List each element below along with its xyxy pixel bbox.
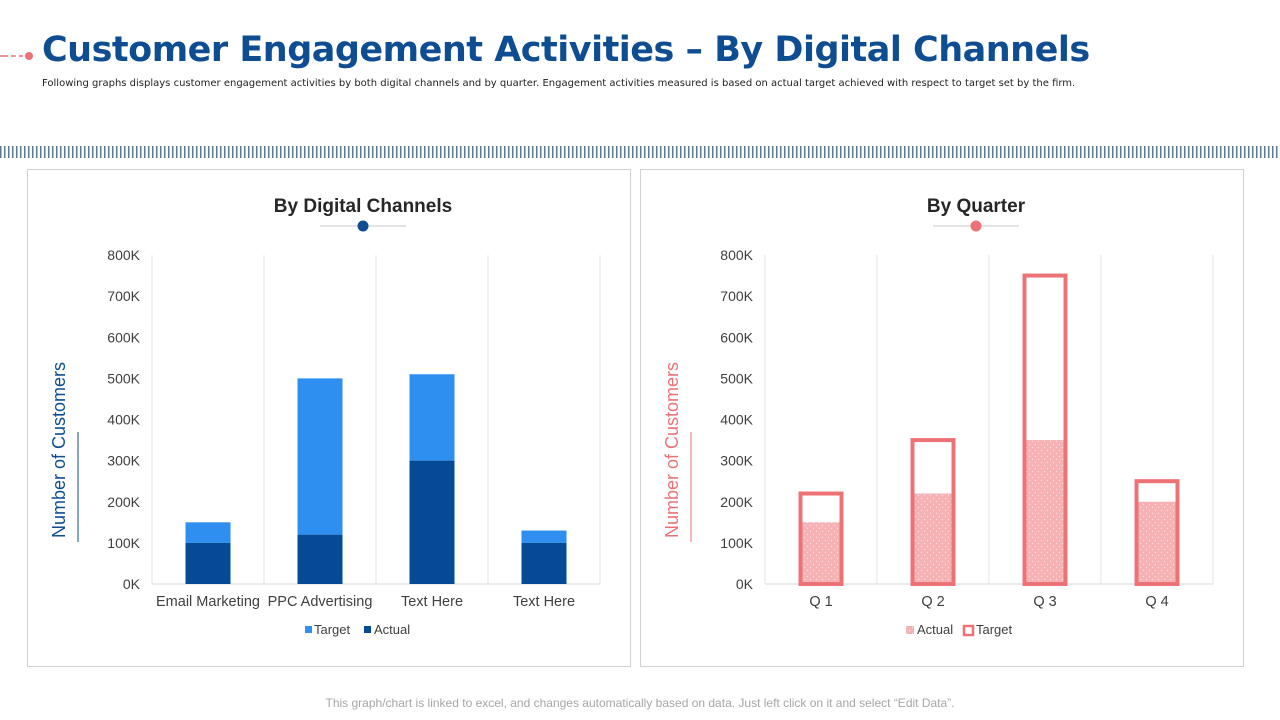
x-tick-label: Q 4 — [1145, 594, 1168, 610]
y-tick-label: 300K — [107, 453, 140, 469]
legend-target-swatch — [305, 626, 312, 633]
y-tick-label: 800K — [720, 247, 753, 263]
legend-actual-swatch — [364, 626, 371, 633]
x-tick-label: Text Here — [401, 594, 463, 610]
legend-target-label: Target — [314, 622, 351, 637]
y-tick-label: 600K — [107, 329, 140, 345]
y-tick-label: 500K — [720, 370, 753, 386]
chart-panel-by-digital-channels[interactable]: By Digital Channels 0K 100K 200K 300K 400K 500… — [27, 169, 631, 667]
bar-actual — [1134, 501, 1180, 584]
legend-actual-label: Actual — [374, 622, 410, 637]
bar-actual — [297, 534, 343, 584]
y-tick-label: 300K — [720, 453, 753, 469]
chart-by-digital-channels: By Digital Channels 0K 100K 200K 300K 400K 500… — [49, 196, 601, 637]
bar-actual — [521, 542, 567, 584]
bar-actual — [910, 493, 956, 584]
legend-actual-swatch — [906, 626, 914, 634]
x-tick-label: PPC Advertising — [268, 594, 373, 610]
y-tick-label: 500K — [107, 370, 140, 386]
y-tick-label: 700K — [720, 288, 753, 304]
decorative-stripe — [0, 146, 1280, 158]
page-subtitle: Following graphs displays customer engag… — [42, 78, 1076, 89]
y-axis-label: Number of Customers — [49, 362, 69, 538]
bar-actual — [798, 522, 844, 584]
title-dot-icon — [357, 220, 369, 232]
bar-target — [521, 530, 567, 543]
x-tick-label: Q 2 — [921, 594, 944, 610]
bar-actual — [409, 460, 455, 584]
y-tick-label: 100K — [720, 535, 753, 551]
y-axis-label: Number of Customers — [662, 362, 682, 538]
chart-panel-by-quarter[interactable]: By Quarter 0K 100K 200K 300K 400K 500K 600K 700K… — [640, 169, 1244, 667]
y-tick-label: 200K — [720, 494, 753, 510]
x-tick-label: Email Marketing — [156, 594, 260, 610]
bar-target — [1022, 273, 1068, 586]
chart-title: By Digital Channels — [274, 196, 452, 217]
legend-target-swatch — [962, 624, 975, 637]
y-tick-label: 0K — [123, 576, 141, 592]
bar-actual — [185, 542, 231, 584]
bar-target — [798, 491, 844, 586]
bar-target — [297, 378, 343, 535]
legend-actual-label: Actual — [917, 622, 953, 637]
y-tick-label: 700K — [107, 288, 140, 304]
x-tick-label: Q 1 — [809, 594, 832, 610]
y-tick-label: 200K — [107, 494, 140, 510]
footer-note: This graph/chart is linked to excel, and… — [325, 696, 955, 710]
x-tick-label: Text Here — [513, 594, 575, 610]
bar-target — [185, 522, 231, 543]
y-tick-label: 600K — [720, 329, 753, 345]
title-accent-icon — [0, 52, 33, 60]
bar-target — [1134, 479, 1180, 586]
bar-actual — [1022, 440, 1068, 584]
y-tick-label: 400K — [107, 412, 140, 428]
y-tick-label: 100K — [107, 535, 140, 551]
chart-title: By Quarter — [927, 196, 1026, 217]
x-tick-label: Q 3 — [1033, 594, 1056, 610]
page-title: Customer Engagement Activities – By Digi… — [42, 30, 1090, 70]
chart-by-quarter: By Quarter 0K 100K 200K 300K 400K 500K 600K 700K… — [662, 196, 1214, 637]
title-dot-icon — [970, 220, 982, 232]
y-tick-label: 800K — [107, 247, 140, 263]
legend-target-label: Target — [976, 622, 1013, 637]
y-tick-label: 400K — [720, 412, 753, 428]
y-tick-label: 0K — [736, 576, 754, 592]
bar-target — [910, 438, 956, 586]
bar-target — [409, 374, 455, 461]
